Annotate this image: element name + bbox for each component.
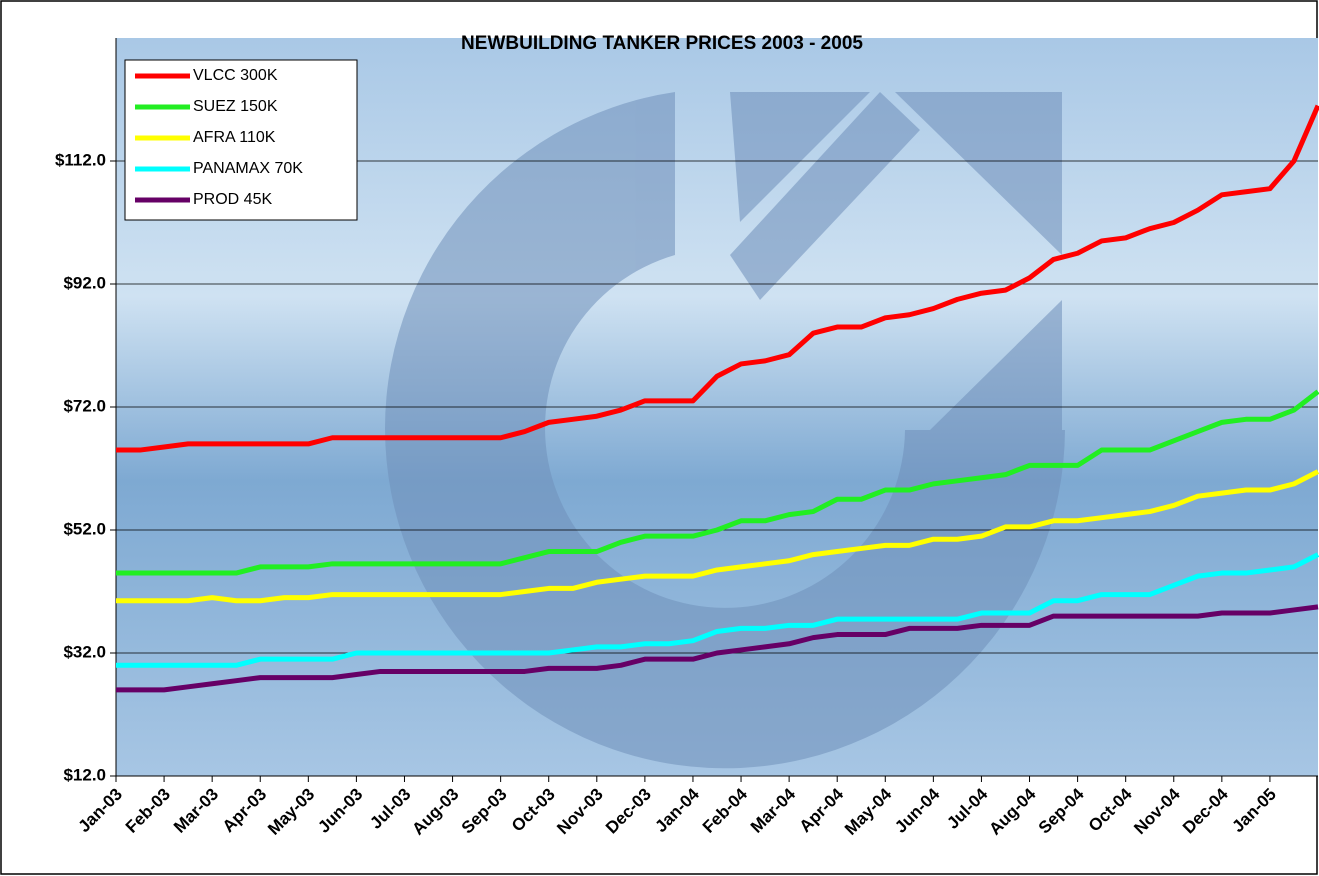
logo xyxy=(385,92,1065,769)
legend-label: PANAMAX 70K xyxy=(193,160,303,177)
y-tick-label: $12.0 xyxy=(63,765,106,784)
series-line xyxy=(116,604,1319,693)
series-line xyxy=(116,469,1319,604)
legend-label: SUEZ 150K xyxy=(193,98,278,115)
series-line xyxy=(116,104,1319,453)
series-line xyxy=(116,389,1319,576)
legend-label: AFRA 110K xyxy=(193,129,276,146)
y-tick-label: $92.0 xyxy=(63,273,106,292)
y-tick-label: $112.0 xyxy=(55,150,106,169)
chart-title: NEWBUILDING TANKER PRICES 2003 - 2005 xyxy=(461,33,863,54)
y-tick-label: $52.0 xyxy=(63,519,106,538)
legend-label: VLCC 300K xyxy=(193,67,278,84)
y-tick-label: $32.0 xyxy=(63,642,106,661)
series-line xyxy=(116,552,1319,668)
legend-label: PROD 45K xyxy=(193,191,272,208)
y-tick-label: $72.0 xyxy=(63,396,106,415)
